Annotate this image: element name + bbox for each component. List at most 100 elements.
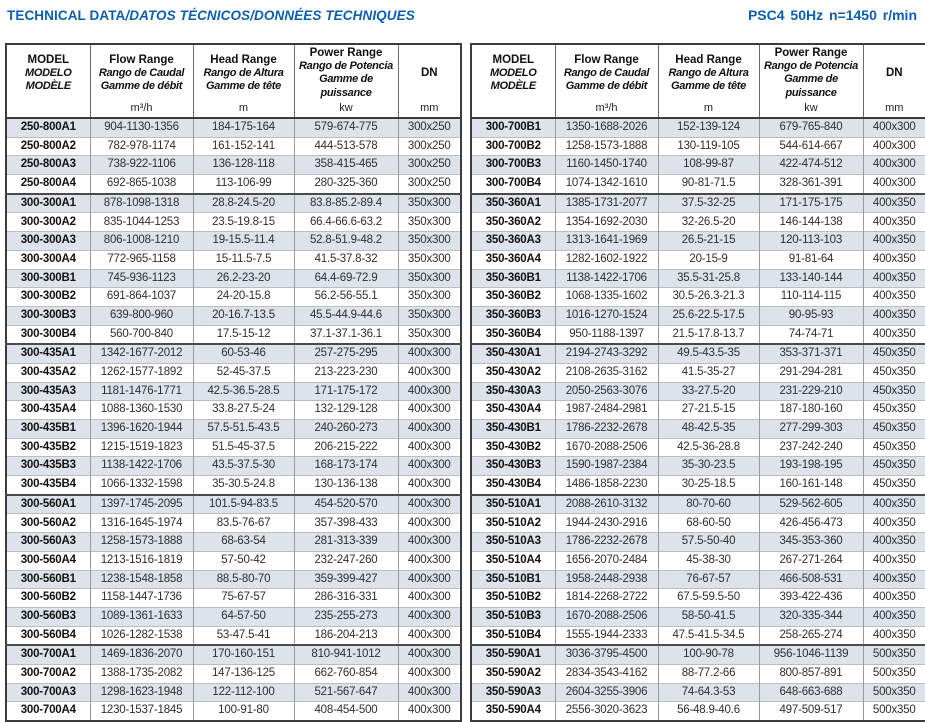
cell-dn: 500x350	[863, 664, 925, 683]
cell-head: 26.5-21-15	[658, 232, 759, 251]
unit-label	[7, 101, 90, 117]
cell-power: 52.8-51.9-48.2	[294, 232, 398, 251]
cell-dn: 450x350	[863, 420, 925, 439]
cell-power: 810-941-1012	[294, 645, 398, 664]
cell-flow: 745-936-1123	[90, 269, 193, 288]
cell-dn: 400x350	[863, 269, 925, 288]
cell-flow: 1215-1519-1823	[90, 438, 193, 457]
cell-head: 161-152-141	[193, 137, 294, 156]
cell-head: 74-64.3-53	[658, 683, 759, 702]
cell-dn: 400x350	[863, 589, 925, 608]
cell-power: 328-361-391	[759, 175, 863, 194]
cell-model: 300-435B1	[6, 420, 90, 439]
cell-power: 146-144-138	[759, 213, 863, 232]
cell-model: 350-510B3	[471, 607, 555, 626]
cell-model: 300-435A3	[6, 382, 90, 401]
column-header-flow-range: Flow Range Rango de Caudal Gamme de débi…	[90, 44, 193, 118]
cell-head: 27-21.5-15	[658, 401, 759, 420]
cell-flow: 1786-2232-2678	[555, 420, 658, 439]
cell-model: 350-430A2	[471, 363, 555, 382]
cell-dn: 400x350	[863, 533, 925, 552]
cell-power: 359-399-427	[294, 570, 398, 589]
cell-dn: 450x350	[863, 401, 925, 420]
cell-model: 350-510B2	[471, 589, 555, 608]
cell-flow: 639-800-960	[90, 306, 193, 325]
cell-model: 300-700A3	[6, 683, 90, 702]
cell-power: 280-325-360	[294, 175, 398, 194]
cell-model: 300-560B2	[6, 589, 90, 608]
cell-power: 120-113-103	[759, 232, 863, 251]
cell-model: 350-590A3	[471, 683, 555, 702]
cell-power: 286-316-331	[294, 589, 398, 608]
cell-dn: 400x300	[863, 118, 925, 137]
cell-power: 41.5-37.8-32	[294, 250, 398, 269]
cell-flow: 2604-3255-3906	[555, 683, 658, 702]
cell-model: 300-435A4	[6, 401, 90, 420]
cell-dn: 350x300	[398, 325, 461, 344]
cell-dn: 400x350	[863, 514, 925, 533]
cell-dn: 400x350	[863, 232, 925, 251]
cell-dn: 400x350	[863, 194, 925, 213]
cell-dn: 400x300	[398, 344, 461, 363]
cell-flow: 1670-2088-2506	[555, 607, 658, 626]
cell-head: 80-70-60	[658, 495, 759, 514]
cell-power: 422-474-512	[759, 156, 863, 175]
cell-model: 350-590A2	[471, 664, 555, 683]
page-title: TECHNICAL DATA/DATOS TÉCNICOS/DONNÉES TE…	[7, 8, 415, 23]
cell-power: 186-204-213	[294, 626, 398, 645]
unit-label: mm	[399, 101, 461, 117]
cell-model: 350-360A2	[471, 213, 555, 232]
cell-head: 57.5-51.5-43.5	[193, 420, 294, 439]
cell-power: 281-313-339	[294, 533, 398, 552]
cell-flow: 1354-1692-2030	[555, 213, 658, 232]
cell-power: 91-81-64	[759, 250, 863, 269]
cell-flow: 1068-1335-1602	[555, 288, 658, 307]
cell-flow: 1590-1987-2384	[555, 457, 658, 476]
cell-model: 350-430B3	[471, 457, 555, 476]
cell-flow: 1074-1342-1610	[555, 175, 658, 194]
cell-power: 544-614-667	[759, 137, 863, 156]
cell-power: 66.4-66.6-63.2	[294, 213, 398, 232]
cell-model: 300-435B3	[6, 457, 90, 476]
cell-power: 521-567-647	[294, 683, 398, 702]
cell-power: 454-520-570	[294, 495, 398, 514]
cell-head: 49.5-43.5-35	[658, 344, 759, 363]
cell-dn: 400x300	[398, 533, 461, 552]
cell-dn: 400x350	[863, 551, 925, 570]
cell-model: 350-360B2	[471, 288, 555, 307]
cell-flow: 1814-2268-2722	[555, 589, 658, 608]
cell-dn: 400x350	[863, 570, 925, 589]
cell-flow: 1350-1688-2026	[555, 118, 658, 137]
cell-model: 300-560A4	[6, 551, 90, 570]
cell-flow: 1656-2070-2484	[555, 551, 658, 570]
cell-head: 57.5-50-40	[658, 533, 759, 552]
cell-head: 83.5-76-67	[193, 514, 294, 533]
cell-dn: 450x350	[863, 438, 925, 457]
cell-dn: 400x350	[863, 607, 925, 626]
cell-dn: 350x300	[398, 306, 461, 325]
cell-model: 250-800A1	[6, 118, 90, 137]
cell-dn: 400x350	[863, 288, 925, 307]
cell-head: 76-67-57	[658, 570, 759, 589]
cell-power: 291-294-281	[759, 363, 863, 382]
cell-flow: 1138-1422-1706	[90, 457, 193, 476]
cell-power: 393-422-436	[759, 589, 863, 608]
cell-head: 24-20-15.8	[193, 288, 294, 307]
